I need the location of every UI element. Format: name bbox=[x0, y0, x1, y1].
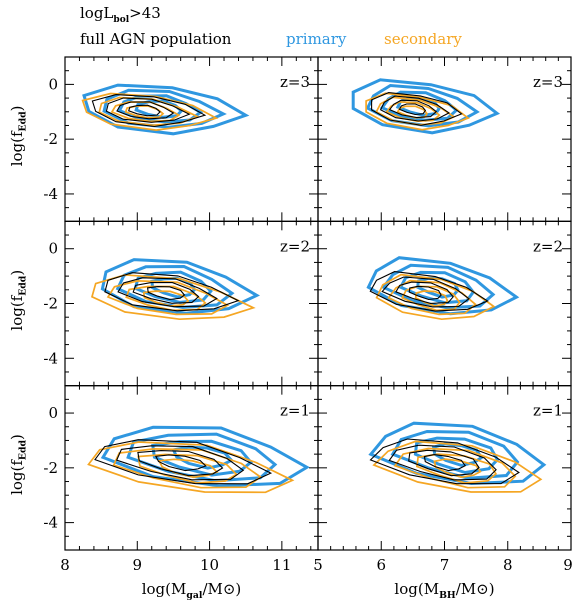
secondary-contour bbox=[365, 92, 470, 131]
x-tick-label: 9 bbox=[563, 556, 573, 574]
x-tick-label: 10 bbox=[200, 556, 219, 574]
primary-contour bbox=[351, 78, 501, 135]
y-tick-label: -4 bbox=[43, 185, 58, 203]
x-tick-label: 8 bbox=[503, 556, 513, 574]
full-contour bbox=[423, 454, 467, 472]
legend-secondary: secondary bbox=[384, 30, 462, 48]
x-axis-label: log(Mgal/M⊙) bbox=[142, 580, 242, 601]
full-contour bbox=[94, 439, 273, 485]
secondary-contour bbox=[87, 441, 295, 494]
y-tick-label: -2 bbox=[43, 459, 58, 477]
x-tick-label: 11 bbox=[272, 556, 291, 574]
y-tick-label: 0 bbox=[48, 404, 58, 422]
full-contour bbox=[117, 277, 218, 308]
full-contour bbox=[104, 272, 240, 312]
full-contour bbox=[369, 438, 520, 485]
y-axis-label: log(fEdd) bbox=[8, 434, 29, 495]
primary-contour bbox=[134, 99, 184, 119]
full-contour bbox=[371, 92, 463, 126]
primary-contour bbox=[117, 94, 204, 124]
secondary-contour bbox=[375, 273, 496, 321]
full-contour bbox=[388, 444, 497, 481]
primary-contour bbox=[368, 421, 547, 486]
primary-contour bbox=[102, 88, 227, 129]
primary-contour bbox=[398, 270, 476, 305]
redshift-label: z=2 bbox=[533, 237, 563, 255]
full-contour bbox=[115, 445, 245, 481]
secondary-contour bbox=[81, 92, 219, 131]
full-contour bbox=[379, 95, 451, 122]
y-tick-label: -4 bbox=[43, 514, 58, 532]
primary-contour bbox=[413, 436, 500, 475]
secondary-contour bbox=[142, 290, 190, 307]
primary-contour bbox=[390, 429, 520, 480]
full-contour bbox=[116, 101, 175, 120]
full-contour bbox=[395, 281, 454, 304]
y-axis-label: log(fEdd) bbox=[8, 270, 29, 331]
legend-primary: primary bbox=[286, 30, 347, 48]
full-contour bbox=[369, 271, 489, 312]
secondary-contour bbox=[90, 274, 256, 321]
y-tick-label: -2 bbox=[43, 130, 58, 148]
full-contour bbox=[105, 97, 191, 123]
y-tick-label: -4 bbox=[43, 349, 58, 367]
x-tick-label: 9 bbox=[133, 556, 143, 574]
secondary-contour bbox=[372, 440, 543, 493]
legend-full-population: full AGN population bbox=[80, 30, 232, 48]
full-contour bbox=[132, 282, 200, 304]
redshift-label: z=1 bbox=[280, 402, 310, 420]
primary-contour bbox=[366, 256, 520, 316]
panel-frame bbox=[317, 385, 572, 551]
x-axis-label: log(MBH/M⊙) bbox=[394, 580, 494, 601]
full-contour bbox=[128, 104, 161, 117]
y-axis-label: log(fEdd) bbox=[8, 105, 29, 166]
primary-contour bbox=[126, 432, 278, 483]
full-contour bbox=[146, 286, 186, 301]
full-contour bbox=[408, 449, 480, 477]
full-contour bbox=[137, 450, 224, 477]
full-contour bbox=[91, 94, 207, 128]
threshold-tail: >43 bbox=[129, 4, 161, 22]
x-tick-label: 8 bbox=[60, 556, 70, 574]
x-tick-label: 6 bbox=[376, 556, 386, 574]
primary-contour bbox=[171, 445, 234, 470]
secondary-contour bbox=[393, 447, 517, 489]
x-tick-label: 5 bbox=[313, 556, 323, 574]
redshift-label: z=3 bbox=[280, 73, 310, 91]
threshold-main: logL bbox=[80, 4, 114, 22]
secondary-contour bbox=[415, 453, 498, 484]
full-contour bbox=[154, 454, 207, 472]
luminosity-threshold-label: logLbol>43 bbox=[80, 4, 161, 25]
redshift-label: z=2 bbox=[280, 237, 310, 255]
secondary-contour bbox=[157, 458, 219, 479]
full-contour bbox=[388, 99, 438, 119]
y-tick-label: -2 bbox=[43, 295, 58, 313]
redshift-label: z=1 bbox=[533, 402, 563, 420]
x-tick-label: 7 bbox=[440, 556, 450, 574]
y-tick-label: 0 bbox=[48, 240, 58, 258]
redshift-label: z=3 bbox=[533, 73, 563, 91]
secondary-contour bbox=[106, 280, 230, 316]
full-contour bbox=[398, 103, 427, 116]
y-tick-label: 0 bbox=[48, 75, 58, 93]
primary-contour bbox=[133, 270, 213, 304]
threshold-sub: bol bbox=[113, 15, 130, 25]
full-contour bbox=[381, 276, 470, 308]
primary-contour bbox=[365, 83, 480, 128]
primary-contour bbox=[82, 83, 250, 136]
secondary-contour bbox=[387, 279, 477, 316]
secondary-contour bbox=[401, 285, 461, 312]
full-contour bbox=[408, 285, 442, 301]
secondary-contour bbox=[433, 458, 482, 479]
